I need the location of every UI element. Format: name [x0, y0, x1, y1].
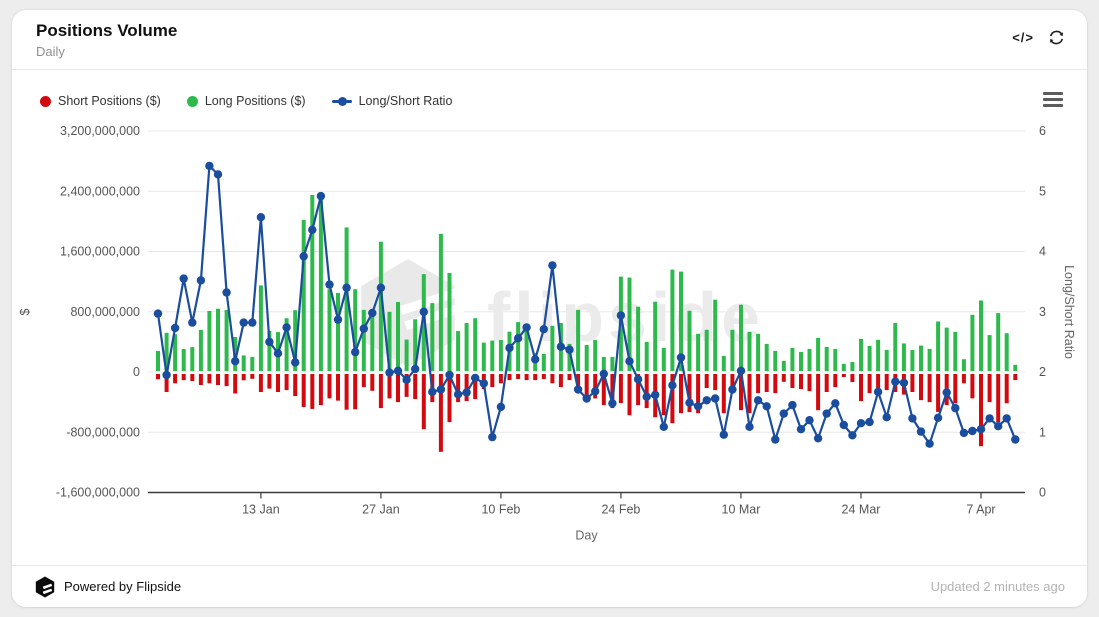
- legend-item-long-positions[interactable]: Long Positions ($): [186, 94, 306, 108]
- powered-by-label: Powered by Flipside: [64, 579, 182, 594]
- svg-text:-800,000,000: -800,000,000: [66, 425, 140, 439]
- refresh-icon[interactable]: [1048, 29, 1065, 46]
- svg-text:3,200,000,000: 3,200,000,000: [60, 124, 140, 138]
- svg-text:$: $: [18, 308, 32, 315]
- svg-text:27 Jan: 27 Jan: [362, 503, 400, 517]
- chart-menu-icon[interactable]: [1043, 92, 1063, 110]
- positions-volume-card: Positions Volume Daily </> Short Positio…: [12, 10, 1087, 607]
- svg-text:6: 6: [1039, 124, 1046, 138]
- y-axis-right-labels: 6 5 4 3 2 1 0 Long/Short Ratio: [1039, 124, 1076, 500]
- legend-item-short-positions[interactable]: Short Positions ($): [40, 94, 161, 108]
- chart-area: Short Positions ($) Long Positions ($) L…: [12, 70, 1087, 565]
- short-positions-dot-icon: [40, 95, 51, 107]
- card-header: Positions Volume Daily </>: [12, 10, 1087, 70]
- long-positions-bars: [156, 195, 1018, 372]
- long-short-ratio-line: [153, 161, 1020, 448]
- svg-text:0: 0: [133, 365, 140, 379]
- header-icons: </>: [1012, 29, 1065, 46]
- svg-text:2,400,000,000: 2,400,000,000: [60, 184, 140, 198]
- embed-code-icon[interactable]: </>: [1012, 30, 1034, 45]
- svg-text:1: 1: [1039, 425, 1046, 439]
- chart-legend: Short Positions ($) Long Positions ($) L…: [40, 94, 452, 108]
- card-footer: Powered by Flipside Updated 2 minutes ag…: [12, 565, 1087, 607]
- svg-text:7 Apr: 7 Apr: [966, 503, 995, 517]
- short-positions-bars: [156, 374, 1018, 452]
- svg-text:-1,600,000,000: -1,600,000,000: [56, 486, 140, 500]
- x-axis: 13 Jan 27 Jan 10 Feb 24 Feb 10 Mar 24 Mar 7 Ap…: [148, 491, 1025, 543]
- svg-text:10 Mar: 10 Mar: [722, 503, 761, 517]
- svg-text:Day: Day: [575, 529, 598, 543]
- svg-text:24 Feb: 24 Feb: [601, 503, 640, 517]
- svg-text:0: 0: [1039, 486, 1046, 500]
- ratio-line-icon: [331, 96, 352, 106]
- legend-label: Short Positions ($): [58, 94, 161, 108]
- svg-text:2: 2: [1039, 365, 1046, 379]
- legend-item-ratio[interactable]: Long/Short Ratio: [331, 94, 453, 108]
- long-positions-dot-icon: [186, 95, 198, 107]
- svg-text:800,000,000: 800,000,000: [70, 305, 140, 319]
- svg-text:10 Feb: 10 Feb: [481, 503, 520, 517]
- page-subtitle: Daily: [36, 44, 65, 59]
- flipside-logo-icon: [35, 576, 55, 597]
- svg-text:1,600,000,000: 1,600,000,000: [60, 245, 140, 259]
- legend-label: Long Positions ($): [204, 94, 306, 108]
- legend-label: Long/Short Ratio: [358, 94, 453, 108]
- svg-text:3: 3: [1039, 305, 1046, 319]
- updated-status: Updated 2 minutes ago: [930, 579, 1065, 594]
- svg-text:24 Mar: 24 Mar: [842, 503, 881, 517]
- powered-by-link[interactable]: Powered by Flipside: [34, 576, 181, 598]
- page-title: Positions Volume: [36, 21, 178, 40]
- svg-text:4: 4: [1039, 245, 1046, 259]
- svg-text:5: 5: [1039, 184, 1046, 198]
- svg-text:Long/Short Ratio: Long/Short Ratio: [1062, 265, 1076, 359]
- svg-text:13 Jan: 13 Jan: [242, 503, 280, 517]
- y-axis-left-labels: 3,200,000,000 2,400,000,000 1,600,000,000 8…: [18, 124, 140, 500]
